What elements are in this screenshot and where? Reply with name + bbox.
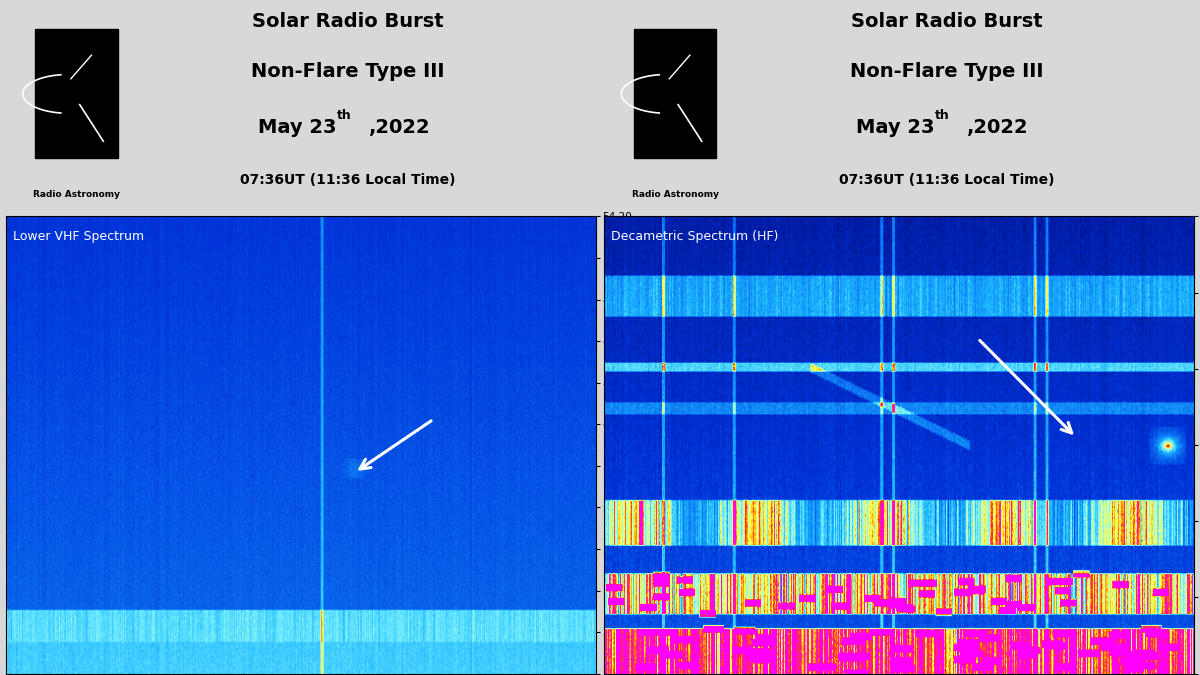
Text: May 23: May 23 (258, 117, 336, 136)
Text: Non-Flare Type III: Non-Flare Type III (251, 61, 445, 80)
Text: Lower VHF Spectrum: Lower VHF Spectrum (13, 230, 144, 243)
Text: ,2022: ,2022 (368, 117, 431, 136)
Text: Radio Astronomy: Radio Astronomy (631, 190, 719, 200)
Text: ,2022: ,2022 (967, 117, 1028, 136)
Text: 07:36UT (11:36 Local Time): 07:36UT (11:36 Local Time) (240, 173, 456, 188)
Bar (634, 29, 716, 159)
Text: Laboratory: Laboratory (49, 216, 104, 225)
Text: Decametric Spectrum (HF): Decametric Spectrum (HF) (612, 230, 779, 243)
Bar (36, 29, 118, 159)
Text: 07:36UT (11:36 Local Time): 07:36UT (11:36 Local Time) (839, 173, 1054, 188)
Text: Non-Flare Type III: Non-Flare Type III (850, 61, 1043, 80)
Text: th: th (935, 109, 950, 122)
Text: May 23: May 23 (856, 117, 935, 136)
Text: Solar Radio Burst: Solar Radio Burst (851, 12, 1042, 31)
Text: th: th (337, 109, 352, 122)
Text: Laboratory: Laboratory (647, 216, 703, 225)
Text: Radio Astronomy: Radio Astronomy (34, 190, 120, 200)
Text: Solar Radio Burst: Solar Radio Burst (252, 12, 444, 31)
